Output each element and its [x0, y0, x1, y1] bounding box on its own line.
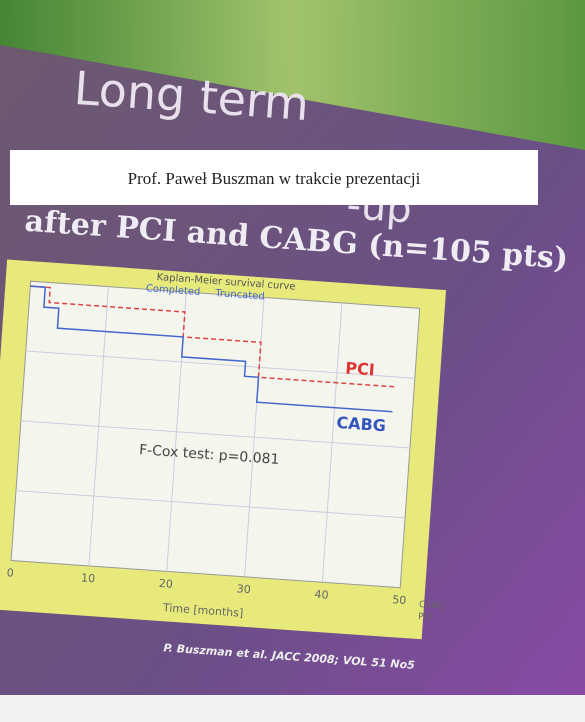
x-tick-label: 10 [81, 571, 96, 585]
key: CABG [419, 600, 445, 612]
series-label: PCI [345, 358, 376, 379]
x-tick-label: 40 [314, 588, 329, 602]
key: PCI [418, 612, 433, 623]
x-tick-label: 50 [392, 593, 407, 607]
photo: Long term -up after PCI and CABG (n=105 … [0, 0, 585, 722]
bottom-strip [0, 695, 585, 722]
x-tick-label: 20 [158, 577, 173, 591]
series-label: CABG [336, 413, 387, 435]
x-tick-label: 30 [236, 582, 251, 596]
page: Long term -up after PCI and CABG (n=105 … [0, 0, 585, 722]
x-tick-label: 0 [6, 566, 14, 579]
caption: Prof. Paweł Buszman w trakcie prezentacj… [128, 169, 421, 188]
